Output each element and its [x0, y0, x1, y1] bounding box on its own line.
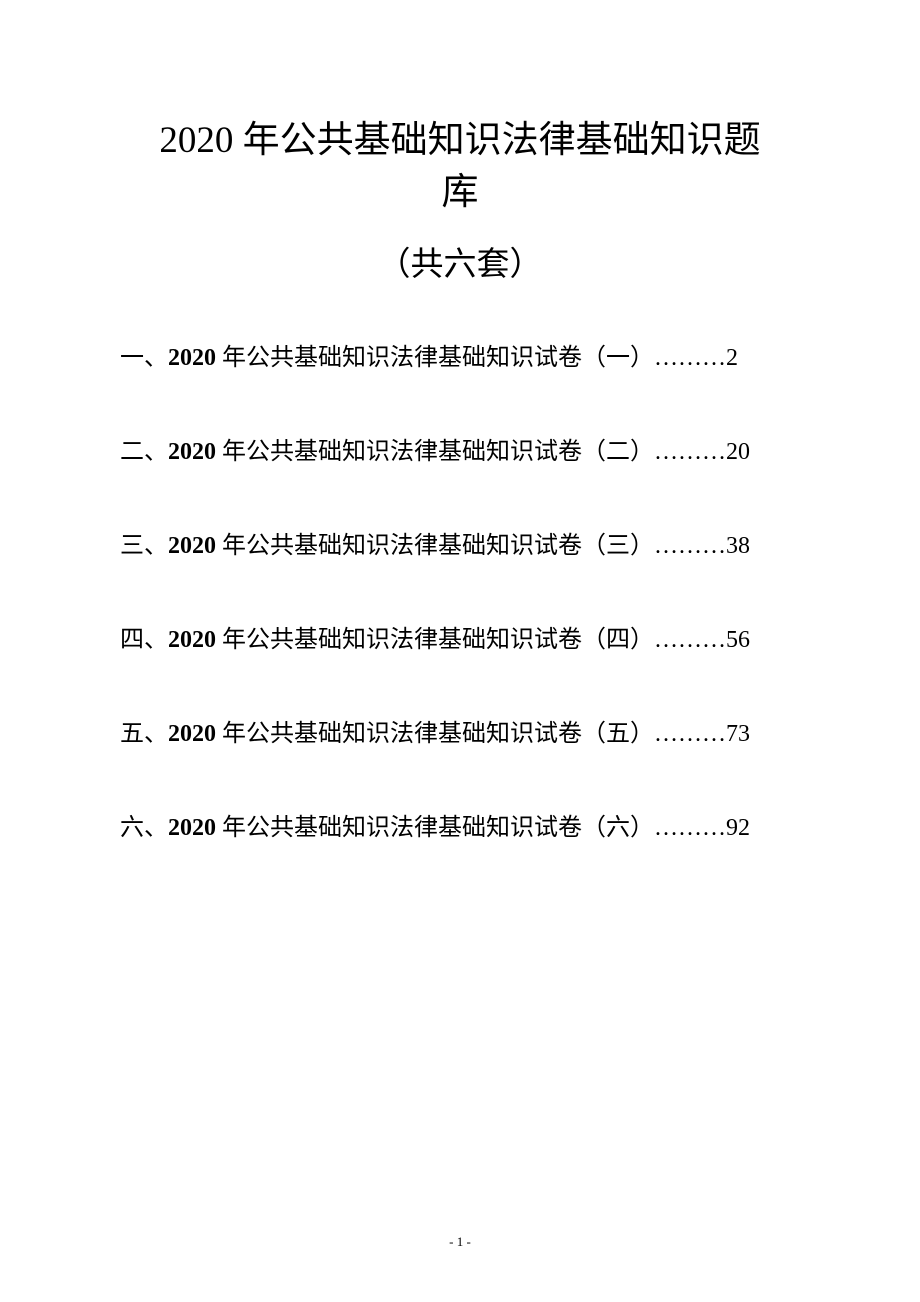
toc-prefix: 四、 [120, 627, 168, 653]
toc-entry: 五、2020 年公共基础知识法律基础知识试卷（五）………73 [120, 716, 800, 752]
toc-year: 2020 [168, 533, 216, 559]
toc-prefix: 二、 [120, 439, 168, 465]
toc-year: 2020 [168, 815, 216, 841]
toc-page: 2 [726, 345, 738, 371]
toc-page: 20 [726, 439, 750, 465]
toc-year: 2020 [168, 439, 216, 465]
toc-body: 年公共基础知识法律基础知识试卷（五）……… [216, 721, 726, 747]
toc-entry: 六、2020 年公共基础知识法律基础知识试卷（六）………92 [120, 810, 800, 846]
toc-prefix: 一、 [120, 345, 168, 371]
toc-year: 2020 [168, 627, 216, 653]
page-number-footer: - 1 - [0, 1234, 920, 1250]
document-title-line2: 库 [120, 167, 800, 219]
toc-entry: 四、2020 年公共基础知识法律基础知识试卷（四）………56 [120, 622, 800, 658]
toc-year: 2020 [168, 345, 216, 371]
toc-entry: 一、2020 年公共基础知识法律基础知识试卷（一）………2 [120, 340, 800, 376]
page-content: 2020 年公共基础知识法律基础知识题 库 （共六套） 一、2020 年公共基础… [0, 0, 920, 846]
toc-body: 年公共基础知识法律基础知识试卷（六）……… [216, 815, 726, 841]
toc-entry: 三、2020 年公共基础知识法律基础知识试卷（三）………38 [120, 528, 800, 564]
toc-prefix: 六、 [120, 815, 168, 841]
document-title-line1: 2020 年公共基础知识法律基础知识题 [120, 115, 800, 167]
toc-page: 92 [726, 815, 750, 841]
table-of-contents: 一、2020 年公共基础知识法律基础知识试卷（一）………2 二、2020 年公共… [120, 340, 800, 846]
toc-body: 年公共基础知识法律基础知识试卷（一）……… [216, 345, 726, 371]
toc-year: 2020 [168, 721, 216, 747]
toc-entry: 二、2020 年公共基础知识法律基础知识试卷（二）………20 [120, 434, 800, 470]
toc-body: 年公共基础知识法律基础知识试卷（三）……… [216, 533, 726, 559]
toc-prefix: 五、 [120, 721, 168, 747]
toc-page: 38 [726, 533, 750, 559]
document-subtitle: （共六套） [120, 237, 800, 285]
toc-prefix: 三、 [120, 533, 168, 559]
toc-page: 73 [726, 721, 750, 747]
toc-body: 年公共基础知识法律基础知识试卷（二）……… [216, 439, 726, 465]
toc-page: 56 [726, 627, 750, 653]
toc-body: 年公共基础知识法律基础知识试卷（四）……… [216, 627, 726, 653]
